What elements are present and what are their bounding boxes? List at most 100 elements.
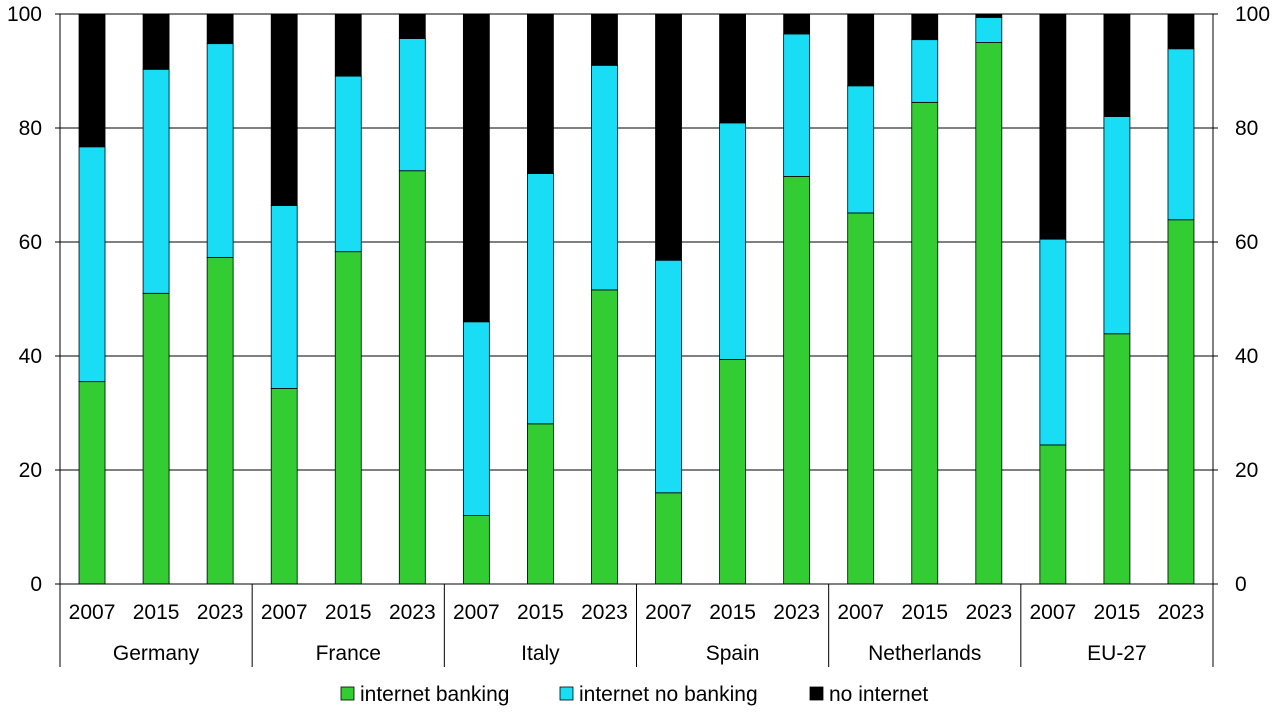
x-group-label: Netherlands	[868, 642, 981, 665]
x-group-label: France	[316, 642, 381, 665]
legend-label: no internet	[829, 683, 928, 706]
bar-segment-no-internet	[719, 13, 746, 124]
bar-segment-no-internet	[591, 13, 618, 66]
legend-label: internet no banking	[579, 683, 758, 706]
x-group-label: EU-27	[1087, 642, 1147, 665]
bar-segment-internet-banking	[1167, 219, 1195, 585]
x-tick-label-year: 2015	[517, 601, 564, 624]
bar-segment-no-internet	[78, 13, 106, 148]
x-tick-label-year: 2023	[965, 601, 1012, 624]
bar-segment-internet-no-banking	[78, 146, 106, 383]
x-tick-label-year: 2023	[389, 601, 436, 624]
bar-segment-internet-no-banking	[270, 205, 298, 389]
x-tick-label-year: 2015	[1094, 601, 1141, 624]
bar-segment-internet-banking	[1039, 444, 1067, 585]
bar-segment-internet-no-banking	[1039, 238, 1067, 446]
x-tick-label-year: 2007	[261, 601, 308, 624]
bar-segment-no-internet	[1103, 13, 1131, 117]
x-group-label: Spain	[706, 642, 760, 665]
bar-segment-no-internet	[783, 13, 811, 35]
bar-segment-internet-banking	[334, 251, 362, 585]
x-axis-labels: 2007 2015 2023 Germany 2007 2015 2023 France 200…	[69, 601, 1205, 665]
bar-segment-internet-banking	[398, 170, 426, 585]
bar-segment-internet-banking	[206, 256, 234, 585]
x-group-label: Germany	[113, 642, 200, 665]
bar-segment-internet-banking	[655, 492, 682, 585]
bar-segment-no-internet	[655, 13, 682, 261]
legend-swatch-internet-no-banking	[559, 686, 574, 701]
bar-segment-internet-banking	[591, 289, 618, 585]
x-tick-label-year: 2015	[325, 601, 372, 624]
bar-segment-no-internet	[334, 13, 362, 77]
x-tick-label-year: 2007	[69, 601, 116, 624]
bar-segment-internet-no-banking	[142, 68, 170, 294]
bar-segment-internet-banking	[911, 101, 939, 585]
x-tick-label-year: 2023	[1158, 601, 1205, 624]
bar-segment-no-internet	[975, 13, 1003, 18]
bar-segment-no-internet	[1039, 13, 1067, 240]
bar-segment-internet-no-banking	[334, 75, 362, 253]
y-tick-label-left: 40	[19, 345, 42, 368]
y-tick-label-left: 0	[30, 573, 42, 596]
x-tick-label-year: 2007	[1030, 601, 1077, 624]
bar-segment-internet-banking	[462, 515, 490, 585]
x-tick-label-year: 2023	[773, 601, 820, 624]
bar-segment-internet-no-banking	[1103, 116, 1131, 335]
x-group-label: Italy	[521, 642, 560, 665]
axes	[55, 13, 1218, 667]
bar-segment-internet-no-banking	[719, 122, 746, 360]
bar-segment-internet-no-banking	[206, 43, 234, 258]
x-tick-label-year: 2023	[581, 601, 628, 624]
bar-segment-no-internet	[911, 13, 939, 41]
bar-segment-no-internet	[398, 13, 426, 39]
y-tick-label-right: 20	[1235, 459, 1258, 482]
y-tick-label-left: 100	[7, 3, 42, 26]
y-tick-label-right: 0	[1235, 573, 1247, 596]
bar-segment-internet-banking	[783, 176, 811, 585]
bar-segment-internet-no-banking	[783, 33, 811, 177]
bar-segment-internet-no-banking	[975, 17, 1003, 43]
y-tick-label-left: 20	[19, 459, 42, 482]
bar-segment-internet-no-banking	[398, 38, 426, 172]
y-tick-label-right: 60	[1235, 231, 1258, 254]
x-tick-label-year: 2015	[709, 601, 756, 624]
x-tick-label-year: 2007	[837, 601, 884, 624]
legend-swatch-no-internet	[809, 686, 824, 701]
bar-segment-internet-no-banking	[591, 64, 618, 291]
bar-segment-internet-banking	[719, 359, 746, 585]
bar-segment-no-internet	[206, 13, 234, 45]
bar-segment-internet-no-banking	[911, 39, 939, 103]
x-tick-label-year: 2015	[133, 601, 180, 624]
bar-segment-internet-no-banking	[847, 85, 875, 214]
bar-segment-internet-banking	[975, 42, 1003, 585]
bar-segment-internet-banking	[847, 212, 875, 585]
gridlines	[60, 13, 1213, 471]
bar-segment-no-internet	[847, 13, 875, 87]
bar-segment-no-internet	[270, 13, 298, 206]
bars	[78, 13, 1195, 585]
legend: internet banking internet no banking no in…	[340, 683, 928, 706]
x-tick-label-year: 2015	[901, 601, 948, 624]
x-tick-label-year: 2023	[197, 601, 244, 624]
y-tick-label-right: 100	[1235, 3, 1270, 26]
y-tick-label-right: 40	[1235, 345, 1258, 368]
bar-segment-internet-no-banking	[1167, 48, 1195, 221]
bar-segment-internet-banking	[142, 292, 170, 585]
legend-swatch-internet-banking	[340, 686, 355, 701]
bar-segment-internet-no-banking	[527, 173, 554, 425]
y-axis-right-ticks: 0 20 40 60 80 100	[1235, 3, 1270, 596]
y-tick-label-left: 80	[19, 117, 42, 140]
bar-segment-internet-no-banking	[655, 259, 682, 494]
x-tick-label-year: 2007	[453, 601, 500, 624]
y-tick-label-left: 60	[19, 231, 42, 254]
bar-segment-no-internet	[142, 13, 170, 70]
bar-segment-no-internet	[462, 13, 490, 323]
bar-segment-internet-banking	[1103, 333, 1131, 585]
x-tick-label-year: 2007	[645, 601, 692, 624]
bar-segment-no-internet	[527, 13, 554, 175]
bar-segment-internet-no-banking	[462, 321, 490, 516]
bar-segment-internet-banking	[270, 388, 298, 585]
bar-segment-internet-banking	[78, 381, 106, 585]
bar-segment-no-internet	[1167, 13, 1195, 50]
legend-label: internet banking	[360, 683, 509, 706]
